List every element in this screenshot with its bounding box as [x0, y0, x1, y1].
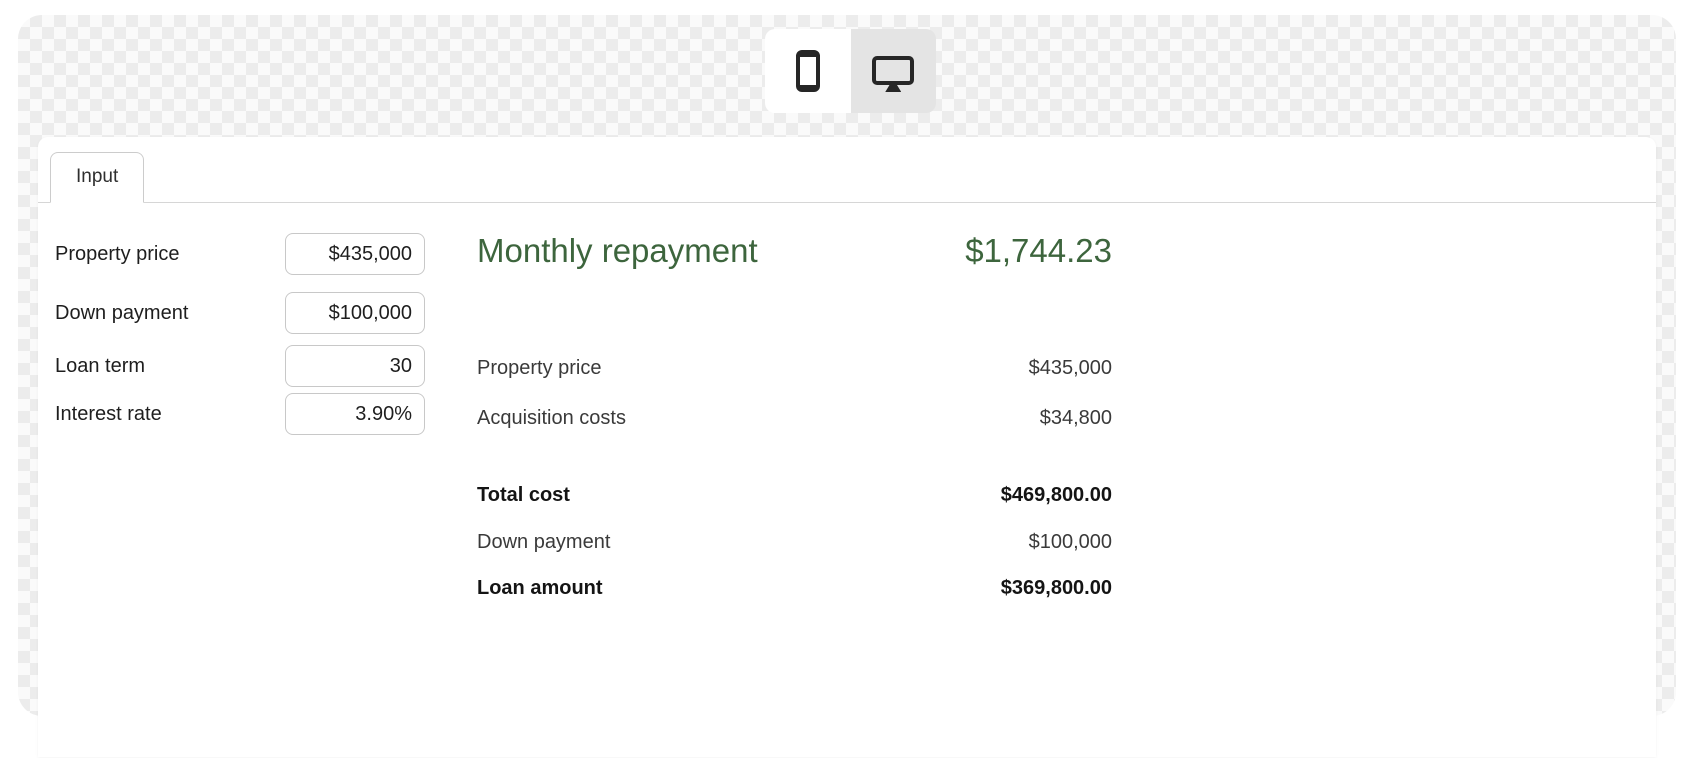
- summary-row-acquisition-costs: Acquisition costs $34,800: [477, 405, 1112, 431]
- property-price-input[interactable]: [285, 233, 425, 275]
- summary-label: Acquisition costs: [477, 407, 626, 429]
- desktop-preview-button[interactable]: [850, 29, 936, 113]
- calculator-card: Input Property price Down payment Loan t…: [38, 137, 1656, 757]
- summary-row-total-cost: Total cost $469,800.00: [477, 482, 1112, 508]
- summary-row-property-price: Property price $435,000: [477, 355, 1112, 381]
- summary-value: $469,800.00: [1000, 484, 1112, 506]
- tab-input[interactable]: Input: [50, 152, 145, 203]
- summary-value: $369,800.00: [1000, 577, 1112, 599]
- monthly-repayment-title: Monthly repayment: [477, 232, 758, 269]
- summary-label: Property price: [477, 357, 602, 379]
- tab-bar: Input: [38, 137, 1656, 203]
- monthly-repayment-amount: $1,744.23: [965, 232, 1112, 269]
- property-price-label: Property price: [55, 243, 180, 265]
- interest-rate-input[interactable]: [285, 393, 425, 435]
- monthly-repayment-headline: Monthly repayment $1,744.23: [477, 231, 1112, 271]
- desktop-icon: [872, 50, 915, 92]
- loan-term-label: Loan term: [55, 355, 146, 377]
- down-payment-input[interactable]: [285, 292, 425, 334]
- device-preview-toggle: [765, 29, 936, 113]
- down-payment-label: Down payment: [55, 302, 189, 324]
- summary-value: $100,000: [1028, 531, 1112, 553]
- summary-value: $34,800: [1039, 407, 1112, 429]
- summary-row-down-payment: Down payment $100,000: [477, 529, 1112, 555]
- summary-row-loan-amount: Loan amount $369,800.00: [477, 575, 1112, 601]
- tab-input-label: Input: [76, 165, 119, 187]
- interest-rate-label: Interest rate: [55, 403, 162, 425]
- loan-term-input[interactable]: [285, 345, 425, 387]
- summary-label: Down payment: [477, 531, 611, 553]
- mobile-preview-button[interactable]: [765, 29, 851, 113]
- summary-value: $435,000: [1028, 357, 1112, 379]
- mobile-icon: [795, 50, 820, 92]
- summary-label: Total cost: [477, 484, 570, 506]
- summary-label: Loan amount: [477, 577, 603, 599]
